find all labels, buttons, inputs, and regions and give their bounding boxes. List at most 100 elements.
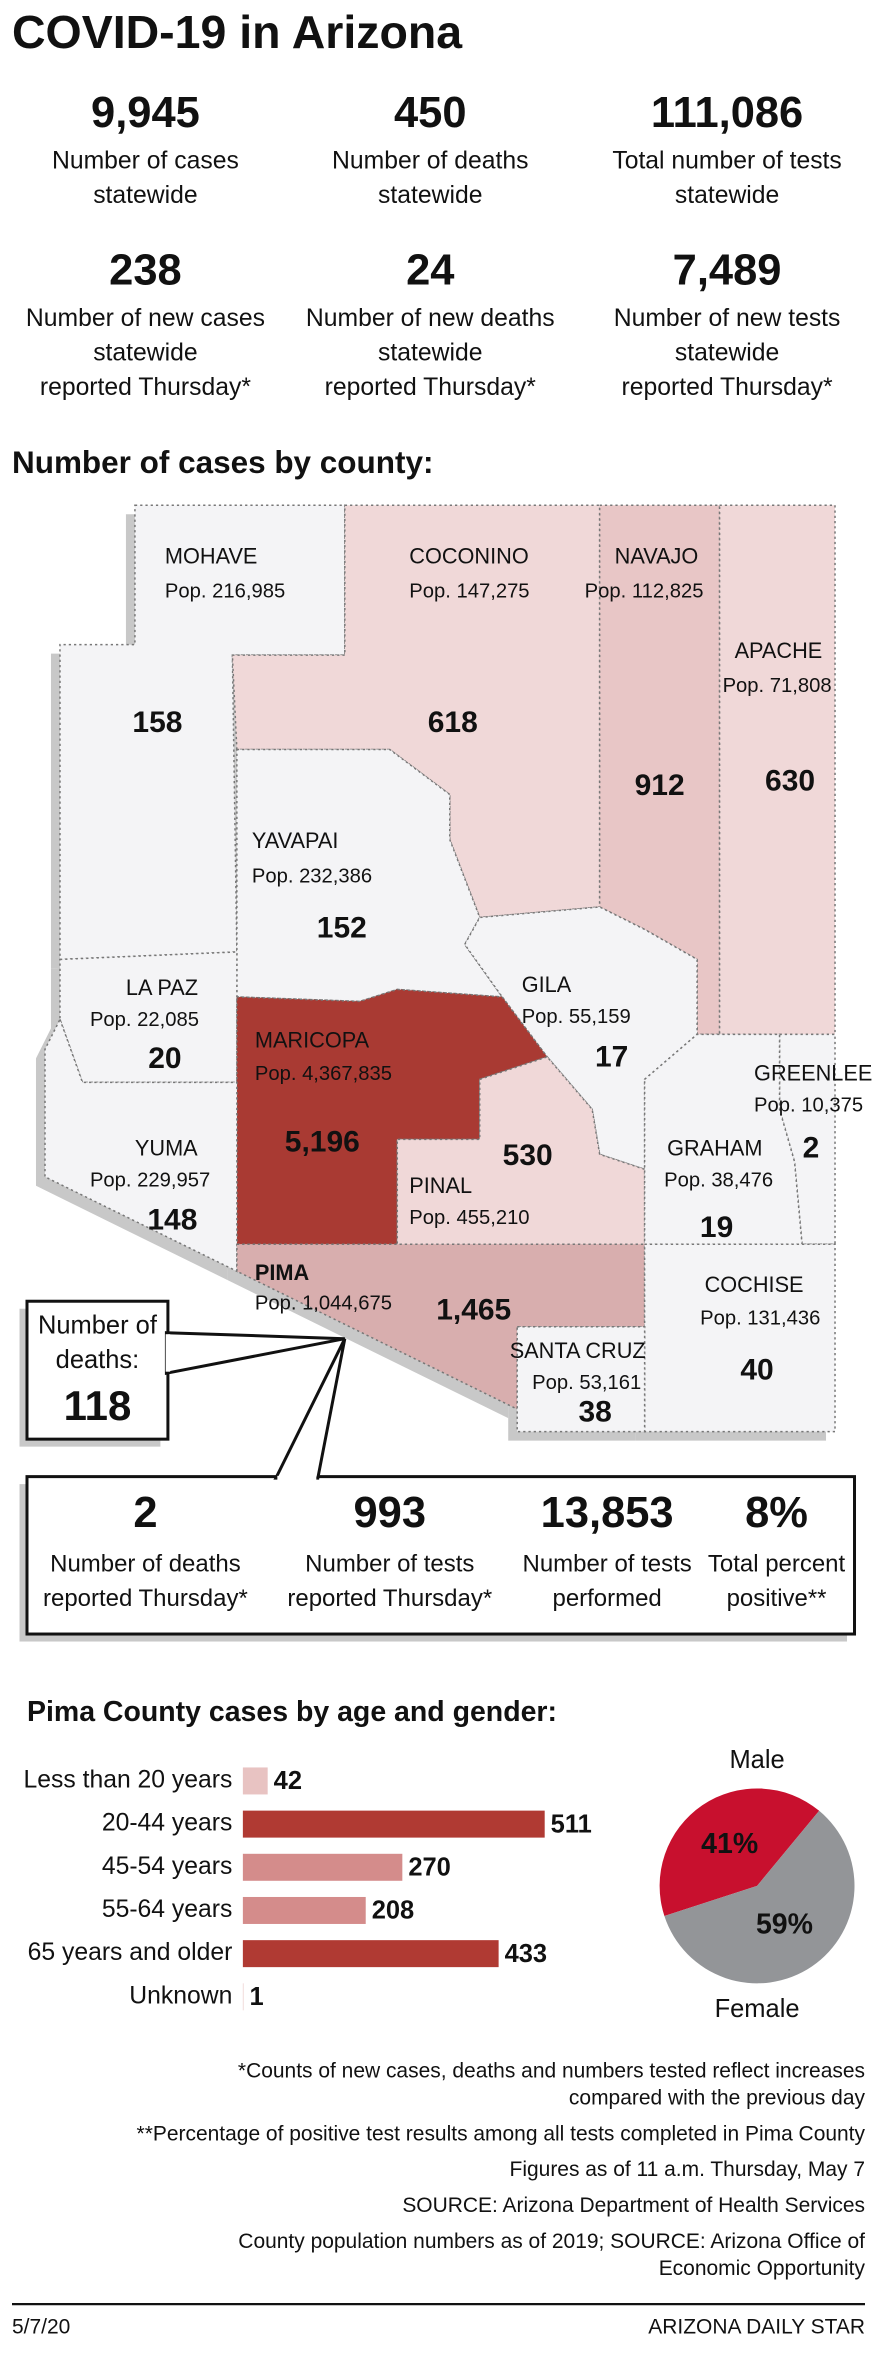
stat-value: 9,945 bbox=[91, 89, 200, 137]
county-population: Pop. 216,985 bbox=[165, 580, 285, 602]
county-name: PIMA bbox=[255, 1260, 310, 1285]
stat-label: Number of new tests bbox=[614, 305, 841, 332]
note: SOURCE: Arizona Department of Health Ser… bbox=[402, 2194, 865, 2217]
stat-label: statewide bbox=[93, 339, 197, 366]
bar bbox=[242, 1767, 268, 1795]
county-population: Pop. 131,436 bbox=[700, 1308, 820, 1330]
county-population: Pop. 112,825 bbox=[585, 580, 704, 602]
bar bbox=[242, 1983, 244, 2011]
county-population: Pop. 71,808 bbox=[723, 675, 832, 697]
bar-value-label: 511 bbox=[551, 1810, 592, 1838]
bar bbox=[242, 1853, 403, 1881]
pie-label: Male bbox=[729, 1746, 784, 1774]
stat-label: Total number of tests bbox=[612, 147, 841, 174]
stat-label: statewide bbox=[378, 182, 482, 209]
county-cases: 17 bbox=[595, 1040, 628, 1073]
county bbox=[396, 1056, 646, 1246]
pie-value-label: 41% bbox=[701, 1828, 758, 1860]
county-cases: 912 bbox=[635, 769, 685, 802]
bar-value-label: 270 bbox=[408, 1854, 451, 1882]
county bbox=[231, 504, 601, 919]
pima-stat-value: 2 bbox=[133, 1489, 157, 1537]
county-name: YAVAPAI bbox=[252, 828, 339, 853]
stats-box bbox=[25, 1475, 857, 1636]
county bbox=[718, 504, 836, 1036]
category-label: Less than 20 years bbox=[23, 1766, 232, 1793]
county bbox=[59, 504, 346, 961]
county-cases: 148 bbox=[147, 1204, 197, 1237]
pima-stat-label: reported Thursday* bbox=[287, 1585, 492, 1612]
bar-value-label: 208 bbox=[372, 1897, 415, 1925]
stat-label: reported Thursday* bbox=[40, 374, 252, 401]
pima-stat-label: Total percent bbox=[708, 1550, 846, 1577]
county-map: MOHAVE Pop. 216,985 158 COCONINO Pop. 147,27… bbox=[35, 504, 872, 1441]
county-name: MARICOPA bbox=[255, 1028, 370, 1053]
stat-label: reported Thursday* bbox=[325, 374, 537, 401]
pie-value-label: 59% bbox=[756, 1909, 813, 1941]
note: compared with the previous day bbox=[569, 2086, 866, 2109]
county-name: YUMA bbox=[135, 1136, 198, 1161]
bar-value-label: 42 bbox=[274, 1767, 302, 1795]
stat-label: statewide bbox=[675, 339, 779, 366]
note: Figures as of 11 a.m. Thursday, May 7 bbox=[510, 2158, 865, 2181]
bar bbox=[242, 1896, 366, 1924]
county-population: Pop. 38,476 bbox=[664, 1170, 773, 1192]
note: *Counts of new cases, deaths and numbers… bbox=[238, 2059, 865, 2082]
county-population: Pop. 22,085 bbox=[90, 1009, 199, 1031]
category-label: 45-54 years bbox=[102, 1853, 233, 1880]
callout-value: 118 bbox=[64, 1382, 132, 1429]
county-population: Pop. 455,210 bbox=[409, 1207, 529, 1229]
county-cases: 40 bbox=[740, 1354, 773, 1387]
county-name: LA PAZ bbox=[126, 975, 198, 1000]
stat-label: Number of new deaths bbox=[306, 305, 555, 332]
bar-value-label: 433 bbox=[505, 1940, 548, 1968]
county-population: Pop. 53,161 bbox=[532, 1372, 641, 1394]
county-cases: 158 bbox=[132, 706, 182, 739]
county bbox=[516, 1325, 646, 1433]
bar-chart-title: Pima County cases by age and gender: bbox=[27, 1696, 557, 1728]
callout-box bbox=[25, 1299, 170, 1441]
pima-stat-label: reported Thursday* bbox=[43, 1585, 248, 1612]
county-name: GILA bbox=[522, 972, 572, 997]
pie-slice bbox=[664, 1810, 855, 1984]
county-cases: 38 bbox=[578, 1396, 611, 1429]
county-name: PINAL bbox=[409, 1173, 472, 1198]
stat-label: statewide bbox=[378, 339, 482, 366]
callout-pointer bbox=[164, 1331, 346, 1376]
pima-stat-value: 8% bbox=[745, 1489, 808, 1537]
category-label: 20-44 years bbox=[102, 1810, 233, 1837]
stat-label: Number of deaths bbox=[332, 147, 528, 174]
map-title: Number of cases by county: bbox=[12, 445, 433, 480]
category-label: 65 years and older bbox=[28, 1939, 233, 1966]
county-population: Pop. 4,367,835 bbox=[255, 1063, 392, 1085]
pima-stat-label: performed bbox=[553, 1585, 662, 1612]
county-name: APACHE bbox=[735, 638, 823, 663]
callout-shapes bbox=[19, 1299, 857, 1642]
county-name: COCHISE bbox=[705, 1272, 804, 1297]
county-cases: 19 bbox=[700, 1211, 733, 1244]
stats-pointer bbox=[273, 1338, 347, 1480]
county-cases: 20 bbox=[148, 1042, 181, 1075]
county-population: Pop. 1,044,675 bbox=[255, 1293, 392, 1315]
county bbox=[236, 1243, 646, 1411]
category-label: 55-64 years bbox=[102, 1896, 233, 1923]
note: County population numbers as of 2019; SO… bbox=[238, 2230, 865, 2253]
stat-value: 111,086 bbox=[651, 89, 803, 137]
county-cases: 5,196 bbox=[285, 1126, 360, 1159]
stat-label: reported Thursday* bbox=[622, 374, 834, 401]
stat-value: 450 bbox=[394, 89, 467, 137]
pima-stat-value: 13,853 bbox=[541, 1489, 674, 1537]
county-cases: 1,465 bbox=[436, 1294, 511, 1327]
pima-stat-label: Number of tests bbox=[305, 1550, 474, 1577]
note: Economic Opportunity bbox=[659, 2257, 866, 2280]
stat-label: Number of cases bbox=[52, 147, 239, 174]
county-cases: 618 bbox=[428, 706, 478, 739]
bar-value-label: 1 bbox=[249, 1983, 263, 2011]
stat-value: 24 bbox=[406, 246, 454, 294]
county-population: Pop. 229,957 bbox=[90, 1170, 210, 1192]
stat-value: 238 bbox=[109, 246, 182, 294]
county-name: MOHAVE bbox=[165, 543, 258, 568]
county-cases: 630 bbox=[765, 764, 815, 797]
